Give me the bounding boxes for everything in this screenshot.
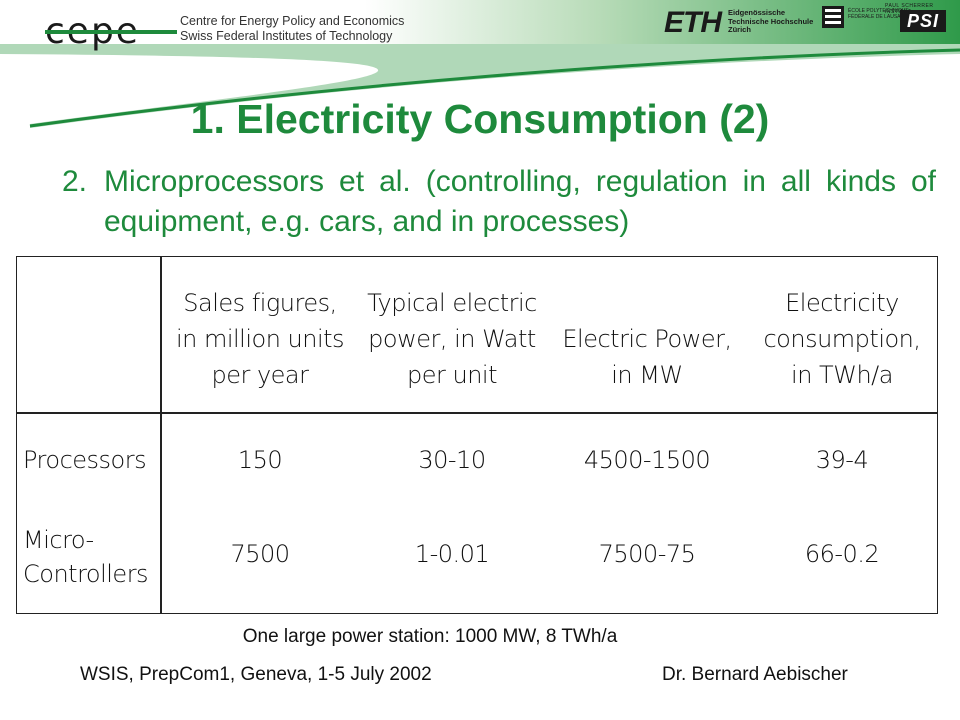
psi-institute-name: PAUL SCHERRER INSTITUT [885,3,934,15]
table-cell: 7500 [230,540,290,568]
table-column-divider [160,257,162,613]
epfl-logo [822,6,844,28]
epfl-mark-icon [822,6,844,28]
slide-title: 1. Electricity Consumption (2) [190,96,770,142]
eth-line-2: Technische Hochschule [728,16,814,26]
table-cell: 30-10 [418,446,486,474]
epfl-line-1: ÉCOLE POLYTECHNIQUE [848,8,909,14]
footer-author: Dr. Bernard Aebischer [662,664,848,685]
footer-event: WSIS, PrepCom1, Geneva, 1-5 July 2002 [80,664,432,685]
list-number: 2. [62,165,88,198]
header-swoosh [0,0,960,128]
eth-logo: ETH [664,6,722,39]
row-label-processors: Processors [23,446,147,474]
row-label-microcontrollers: Micro- Controllers [23,526,149,588]
eth-subtitle: Eidgenössische Technische Hochschule Zür… [728,8,814,35]
table-cell: 1-0.01 [414,540,490,568]
eth-line-3: Zürich [728,25,751,34]
table-cell: 66-0.2 [804,540,880,568]
header-electric-power: Electric Power, in MW [562,325,732,389]
tagline-line-2: Swiss Federal Institutes of Technology [180,29,393,43]
list-text: Microprocessors et al. (controlling, reg… [104,165,936,238]
psi-logo: PSI [900,10,946,32]
epfl-line-2: FÉDÉRALE DE LAUSANNE [848,14,912,20]
header-sales-figures: Sales figures, in million units per year [175,289,345,389]
header-electricity-consumption: Electricity consumption, in TWh/a [763,289,921,389]
cepe-logo-bar [45,30,177,34]
cepe-logo: cepe [45,12,177,52]
footnote: One large power station: 1000 MW, 8 TWh/… [242,626,618,647]
table-cell: 150 [237,446,283,474]
tagline-line-1: Centre for Energy Policy and Economics [180,14,405,28]
eth-line-1: Eidgenössische [728,8,786,17]
data-table: Sales figures, in million units per year… [16,256,938,614]
table-cell: 7500-75 [598,540,696,568]
cepe-tagline: Centre for Energy Policy and Economics S… [180,14,404,44]
header-typical-power: Typical electric power, in Watt per unit [367,289,537,389]
table-cell: 39-4 [815,446,869,474]
header-band [0,0,960,140]
epfl-subtitle: ÉCOLE POLYTECHNIQUE FÉDÉRALE DE LAUSANNE [848,8,911,20]
table-header-divider [17,412,937,414]
table-cell: 4500-1500 [583,446,711,474]
